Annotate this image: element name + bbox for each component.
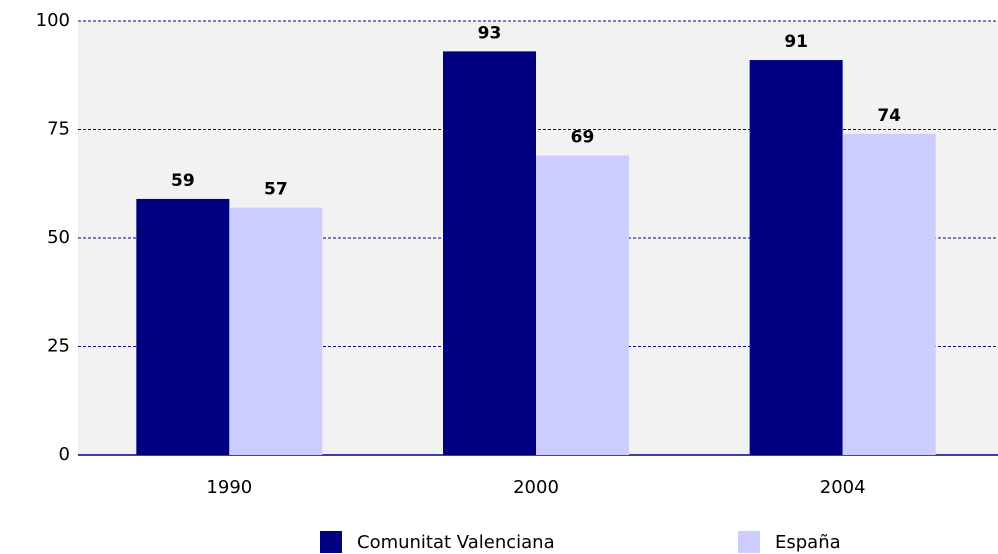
y-tick-label: 50 [47,227,70,248]
y-tick-label: 25 [47,336,70,357]
data-label: 91 [784,32,808,52]
y-tick-label: 75 [47,119,70,140]
bar [842,133,936,455]
data-label: 59 [171,171,195,191]
y-tick-label: 0 [59,444,70,465]
bar [229,207,323,455]
data-label: 57 [264,180,288,200]
data-label: 74 [877,106,901,126]
x-tick-label: 2004 [820,477,866,498]
legend-swatch [738,531,760,553]
data-label: 69 [571,128,595,148]
bar [443,51,536,455]
data-label: 93 [478,23,502,43]
legend-label: España [775,532,841,553]
legend-swatch [320,531,342,553]
bar [749,60,843,456]
legend-label: Comunitat Valenciana [357,532,555,553]
x-tick-label: 2000 [513,477,559,498]
bar [536,155,629,456]
bar [136,198,230,455]
x-tick-label: 1990 [206,477,252,498]
y-tick-label: 100 [36,10,70,31]
